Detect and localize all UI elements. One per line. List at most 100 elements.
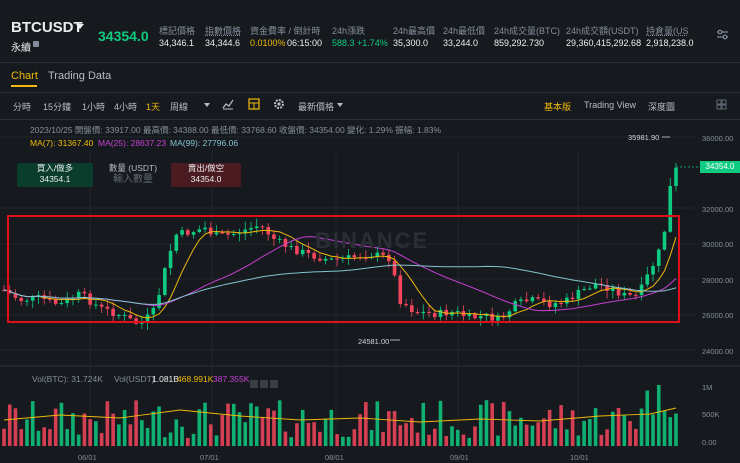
index-price-label[interactable]: 指數價格 xyxy=(205,26,242,36)
interval-1d[interactable]: 1天 xyxy=(146,102,161,112)
volume-bar xyxy=(220,415,225,446)
volume-bar xyxy=(565,429,569,446)
candle-body xyxy=(220,232,225,234)
open-interest-label[interactable]: 持倉量(US xyxy=(646,26,689,36)
interval-time[interactable]: 分時 xyxy=(13,102,32,112)
tab-trading-data[interactable]: Trading Data xyxy=(48,70,112,82)
view-depth[interactable]: 深度圖 xyxy=(648,102,676,112)
candlestick-chart[interactable] xyxy=(0,120,740,463)
candle-body xyxy=(639,284,644,296)
funding-label: 資金費率 / 倒計時 xyxy=(250,26,321,36)
candle-body xyxy=(375,252,380,257)
volume-bar xyxy=(36,430,41,446)
candle-body xyxy=(513,301,517,312)
volume-bar xyxy=(461,434,466,446)
volume-bar xyxy=(266,408,271,446)
candle-body xyxy=(415,312,420,314)
volume-bar xyxy=(559,405,563,446)
candle-body xyxy=(174,234,179,251)
candle-body xyxy=(364,257,368,259)
gear-icon[interactable] xyxy=(273,98,285,110)
date-tick: 06/01 xyxy=(78,453,97,462)
volume-bar xyxy=(99,432,104,446)
candle-body xyxy=(289,246,293,248)
symbol-selector[interactable]: BTCUSDT xyxy=(11,19,83,36)
volume-bar xyxy=(421,402,426,446)
candle-body xyxy=(231,233,236,235)
candle-body xyxy=(674,167,678,186)
view-basic[interactable]: 基本版 xyxy=(544,102,572,112)
candle-body xyxy=(30,296,35,301)
volume-bar xyxy=(490,403,495,446)
interval-15m[interactable]: 15分鐘 xyxy=(43,102,72,112)
volume-bar xyxy=(117,424,121,446)
volume-bar xyxy=(145,427,150,446)
interval-weekly[interactable]: 周線 xyxy=(170,102,189,112)
volume-bar xyxy=(122,409,127,446)
chevron-down-icon[interactable] xyxy=(76,24,84,29)
layout-grid-icon[interactable] xyxy=(248,98,260,110)
candle-body xyxy=(398,275,403,304)
volume-bar xyxy=(214,435,219,446)
price-type-select[interactable]: 最新價格 xyxy=(298,102,335,112)
candle-body xyxy=(145,314,150,323)
volume-bar xyxy=(651,414,655,446)
candle-body xyxy=(53,298,58,304)
settings-sliders-icon[interactable] xyxy=(716,28,729,41)
volume-bar xyxy=(605,429,609,446)
candle-body xyxy=(409,305,414,313)
watermark-logo: BINANCE xyxy=(315,228,430,253)
interval-4h[interactable]: 4小時 xyxy=(114,102,138,112)
high-value: 35,300.0 xyxy=(393,38,429,48)
candle-body xyxy=(283,238,288,247)
candle-body xyxy=(656,249,661,267)
candle-body xyxy=(576,289,581,300)
candle-body xyxy=(404,303,408,306)
volume-bar xyxy=(513,425,517,446)
interval-1h[interactable]: 1小時 xyxy=(82,102,106,112)
last-price: 34354.0 xyxy=(98,28,149,44)
candle-body xyxy=(318,258,322,261)
fullscreen-icon[interactable] xyxy=(716,99,727,110)
candle-body xyxy=(111,308,115,317)
quantity-field[interactable]: 數量 (USDT) 輸入數量 xyxy=(98,163,168,187)
info-icon[interactable] xyxy=(33,41,39,47)
candle-body xyxy=(547,301,552,308)
candle-body xyxy=(651,266,655,275)
candle-body xyxy=(117,315,121,317)
volume-bar xyxy=(674,413,678,446)
candle-body xyxy=(524,299,529,302)
interval-dropdown-icon[interactable] xyxy=(204,103,210,107)
volume-bar xyxy=(283,431,288,446)
vol-controls[interactable] xyxy=(250,375,284,388)
volume-bar xyxy=(30,401,35,446)
candle-body xyxy=(277,238,282,240)
sell-short-button[interactable]: 賣出/做空 34354.0 xyxy=(171,163,241,187)
tab-chart[interactable]: Chart xyxy=(11,70,38,82)
candle-body xyxy=(214,232,219,235)
buy-label: 買入/做多 xyxy=(36,163,74,173)
view-tradingview[interactable]: Trading View xyxy=(584,100,637,110)
volume-bar xyxy=(656,384,661,446)
indicator-icon[interactable] xyxy=(222,98,234,110)
volume-bar xyxy=(76,434,81,446)
high-label: 24h最高價 xyxy=(393,26,436,36)
candle-body xyxy=(13,293,18,298)
volume-bar xyxy=(48,429,52,446)
index-price-value: 34,344.6 xyxy=(205,38,241,48)
volume-bar xyxy=(507,411,512,446)
volume-bar xyxy=(536,422,540,446)
buy-long-button[interactable]: 買入/做多 34354.1 xyxy=(17,163,93,187)
chevron-down-icon[interactable] xyxy=(337,103,343,107)
volume-bar xyxy=(438,400,443,446)
volume-bar xyxy=(611,411,615,446)
volume-bar xyxy=(180,426,184,446)
last-price-tag: 34354.0 xyxy=(700,161,740,173)
volume-bar xyxy=(151,411,156,446)
candle-body xyxy=(519,299,523,302)
volume-bar xyxy=(616,407,621,446)
volume-bar xyxy=(59,402,64,446)
volume-bar xyxy=(450,426,454,446)
price-tick: 26000.00 xyxy=(702,311,734,320)
volume-bar xyxy=(306,422,311,446)
